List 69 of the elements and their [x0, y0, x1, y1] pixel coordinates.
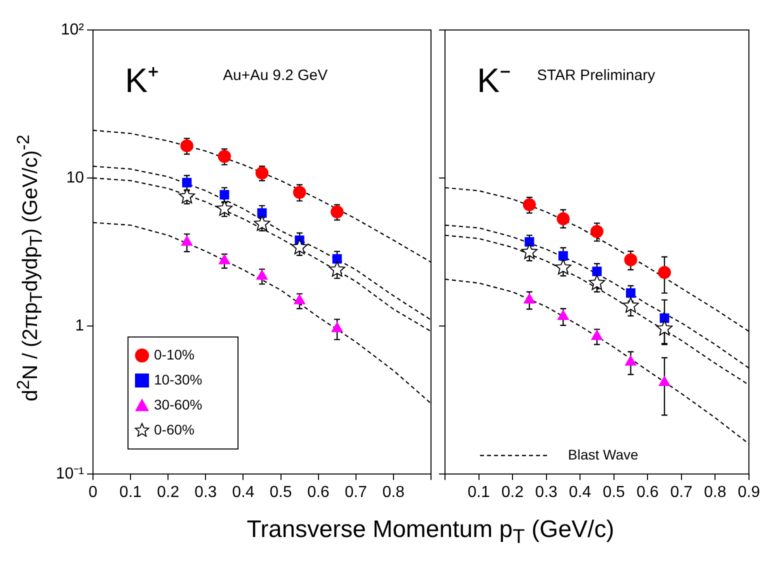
- point: [656, 320, 673, 336]
- point: [522, 198, 536, 212]
- point: [182, 178, 192, 188]
- y-tick-label: 10²: [60, 21, 85, 38]
- point: [293, 186, 306, 199]
- point: [622, 297, 639, 313]
- legend-label: 10-30%: [154, 371, 202, 388]
- x-tick-label: 0: [88, 484, 98, 502]
- point: [218, 150, 231, 163]
- annotation: STAR Preliminary: [537, 67, 656, 84]
- point: [521, 244, 538, 260]
- x-tick-label: 0.8: [382, 484, 405, 502]
- point: [524, 237, 534, 247]
- annotation: K⁻: [477, 62, 511, 100]
- y-tick-label: 10⁻¹: [56, 465, 84, 482]
- point: [660, 313, 670, 323]
- point: [556, 212, 570, 226]
- point: [626, 288, 636, 298]
- x-tick-label: 0.6: [636, 484, 659, 502]
- point: [256, 166, 268, 180]
- point: [220, 190, 230, 200]
- point: [332, 254, 342, 264]
- x-tick-label: 0.5: [602, 484, 626, 502]
- legend-label: Blast Wave: [568, 446, 638, 462]
- point: [331, 322, 343, 332]
- annotation: K⁺: [125, 62, 159, 100]
- point: [588, 274, 606, 290]
- point: [180, 139, 194, 152]
- x-tick-label: 0.9: [738, 484, 760, 502]
- legend-label: 0-60%: [154, 421, 194, 438]
- point: [658, 376, 670, 386]
- point: [256, 270, 268, 280]
- point: [557, 310, 569, 320]
- y-tick-label: 10: [66, 169, 84, 186]
- point: [257, 208, 267, 218]
- x-tick-label: 0.8: [704, 484, 726, 502]
- point: [254, 215, 270, 231]
- point: [591, 330, 603, 340]
- legend-label: 0-10%: [154, 346, 194, 362]
- point: [181, 236, 193, 246]
- point: [592, 266, 602, 276]
- point: [218, 254, 230, 264]
- x-tick-label: 0.1: [119, 484, 142, 502]
- legend-label: 30-60%: [154, 396, 202, 412]
- x-tick-label: 0.3: [194, 484, 217, 502]
- annotation: Au+Au 9.2 GeV: [223, 67, 328, 84]
- point: [330, 205, 344, 218]
- x-tick-label: 0.2: [156, 484, 180, 502]
- point: [524, 293, 536, 304]
- x-tick-label: 0.4: [568, 484, 592, 502]
- point: [329, 261, 346, 277]
- x-axis-title: Transverse Momentum p$_{T}$ (GeV/c): [246, 516, 616, 549]
- point: [590, 225, 604, 238]
- y-tick-label: 1: [75, 317, 84, 334]
- x-tick-label: 0.6: [307, 484, 330, 502]
- x-tick-label: 0.7: [670, 484, 693, 502]
- x-tick-label: 0.4: [232, 484, 254, 502]
- point: [294, 294, 306, 304]
- point: [624, 253, 638, 266]
- point: [558, 251, 568, 261]
- x-tick-label: 0.7: [344, 484, 368, 502]
- x-tick-label: 0.2: [501, 484, 524, 502]
- point: [625, 356, 636, 366]
- x-tick-label: 0.3: [535, 484, 558, 502]
- x-tick-label: 0.5: [270, 484, 292, 502]
- point: [658, 266, 671, 279]
- point: [291, 238, 308, 254]
- point: [555, 259, 572, 275]
- x-tick-label: 0.1: [468, 484, 490, 502]
